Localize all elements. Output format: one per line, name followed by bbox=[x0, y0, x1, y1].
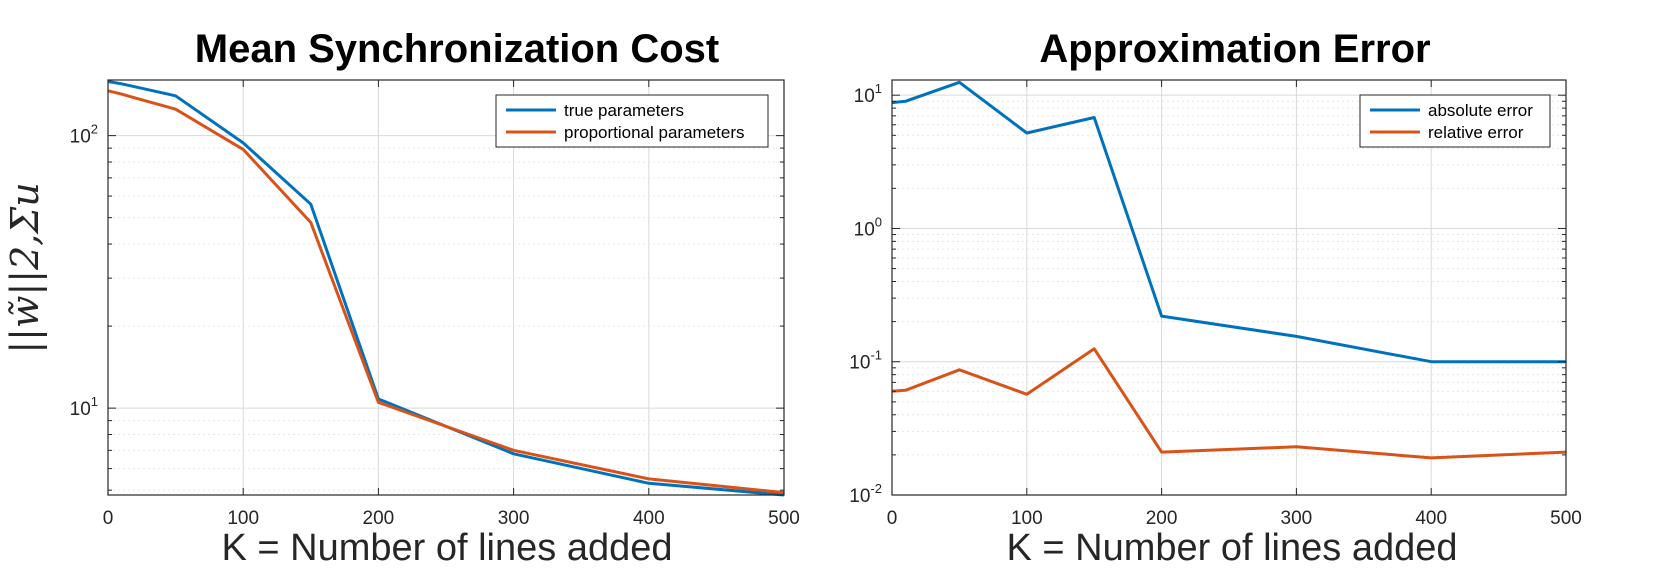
x-tick-label: 100 bbox=[227, 508, 259, 529]
chart-approximation-error: Approximation Error K = Number of lines … bbox=[849, 27, 1582, 569]
x-axis-label: K = Number of lines added bbox=[1007, 527, 1458, 569]
legend-entry: proportional parameters bbox=[564, 123, 744, 142]
chart-title: Approximation Error bbox=[1039, 27, 1430, 71]
legend-entry: absolute error bbox=[1428, 101, 1533, 120]
x-tick-label: 500 bbox=[1550, 508, 1582, 529]
y-axis-label: ||w̃||2,Σu bbox=[3, 182, 47, 353]
x-tick-label: 100 bbox=[1011, 508, 1043, 529]
y-tick-label: 101 bbox=[70, 394, 98, 420]
series-line-1 bbox=[107, 80, 785, 497]
y-tick-label: 100 bbox=[854, 214, 882, 240]
legend-entry: relative error bbox=[1428, 123, 1524, 142]
x-tick-label: 400 bbox=[633, 508, 665, 529]
legend-entry: true parameters bbox=[564, 101, 684, 120]
axes-box bbox=[891, 79, 1567, 496]
x-axis-label: K = Number of lines added bbox=[222, 527, 673, 569]
y-tick-label: 10-1 bbox=[849, 348, 882, 374]
legend-box bbox=[1359, 94, 1551, 148]
x-tick-label: 0 bbox=[103, 508, 114, 529]
x-tick-label: 300 bbox=[1281, 508, 1313, 529]
grid bbox=[891, 80, 1567, 496]
tick-labels: 0 100 200 300 400 500 101 102 bbox=[70, 80, 800, 529]
tick-labels: 0 100 200 300 400 500 10-2 10-1 100 101 bbox=[849, 80, 1582, 529]
series-group bbox=[107, 80, 785, 497]
y-tick-label: 102 bbox=[70, 122, 98, 148]
x-tick-label: 200 bbox=[363, 508, 395, 529]
series-group bbox=[891, 80, 1567, 460]
axes-box bbox=[107, 79, 785, 496]
series-line-1 bbox=[891, 80, 1566, 364]
legend-box bbox=[495, 94, 769, 148]
chart-synchronization-cost: Mean Synchronization Cost K = Number of … bbox=[3, 27, 800, 569]
series-line-2 bbox=[891, 347, 1567, 460]
chart-title: Mean Synchronization Cost bbox=[195, 27, 720, 71]
x-tick-label: 300 bbox=[498, 508, 530, 529]
legend: true parameters proportional parameters bbox=[495, 94, 769, 148]
legend: absolute error relative error bbox=[1359, 94, 1551, 148]
series-line-2 bbox=[107, 89, 785, 495]
y-tick-label: 101 bbox=[854, 81, 882, 107]
y-tick-label: 10-2 bbox=[849, 481, 882, 507]
x-tick-label: 400 bbox=[1415, 508, 1447, 529]
x-tick-label: 200 bbox=[1146, 508, 1178, 529]
x-tick-label: 0 bbox=[887, 508, 898, 529]
x-tick-label: 500 bbox=[768, 508, 800, 529]
